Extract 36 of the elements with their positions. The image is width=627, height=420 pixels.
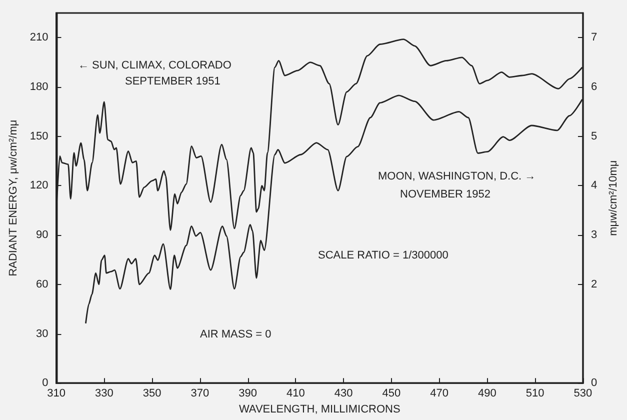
y2-axis-title: mμw/cm²/10mμ — [608, 160, 620, 236]
y-tick-label: 120 — [30, 180, 48, 192]
annotation: MOON, WASHINGTON, D.C. → — [378, 170, 536, 182]
y2-tick-label: 7 — [590, 32, 598, 44]
y2-tick-label: 2 — [590, 278, 598, 290]
y2-tick-label: 6 — [590, 81, 598, 94]
annotation: ← SUN, CLIMAX, COLORADO — [78, 60, 232, 72]
y2-tick-label: 5 — [590, 130, 598, 142]
x-tick-label: 390 — [238, 388, 257, 400]
y-tick-label: 60 — [36, 278, 48, 290]
annotation: NOVEMBER 1952 — [400, 188, 490, 200]
y-tick-label: 0 — [42, 377, 48, 390]
x-tick-label: 530 — [574, 388, 592, 400]
y-tick-label: 30 — [36, 328, 48, 340]
x-axis-title: WAVELENGTH, MILLIMICRONS — [238, 404, 400, 416]
x-tick-label: 490 — [478, 388, 496, 400]
y2-tick-label: 3 — [590, 229, 598, 242]
y-axis-title: RADIANT ENERGY, μw/cm²/mμ — [8, 120, 20, 276]
y2-tick-label: 0 — [590, 377, 598, 390]
annotation: SEPTEMBER 1951 — [125, 76, 220, 88]
annotation: SCALE RATIO = 1/300000 — [318, 250, 448, 262]
y-tick-label: 210 — [30, 32, 48, 44]
y-tick-label: 150 — [30, 130, 48, 142]
x-tick-label: 510 — [526, 388, 544, 400]
x-tick-label: 470 — [430, 388, 449, 400]
x-tick-label: 350 — [142, 388, 162, 400]
y2-tick-label: 4 — [590, 180, 598, 192]
x-tick-label: 330 — [94, 388, 114, 400]
y-tick-label: 90 — [36, 229, 48, 242]
annotation: AIR MASS = 0 — [200, 328, 272, 340]
y-tick-label: 180 — [30, 81, 48, 94]
x-tick-label: 450 — [382, 388, 401, 400]
x-tick-label: 310 — [47, 388, 66, 400]
x-tick-label: 410 — [286, 388, 305, 400]
x-tick-label: 370 — [190, 388, 210, 400]
x-tick-label: 430 — [334, 388, 353, 400]
